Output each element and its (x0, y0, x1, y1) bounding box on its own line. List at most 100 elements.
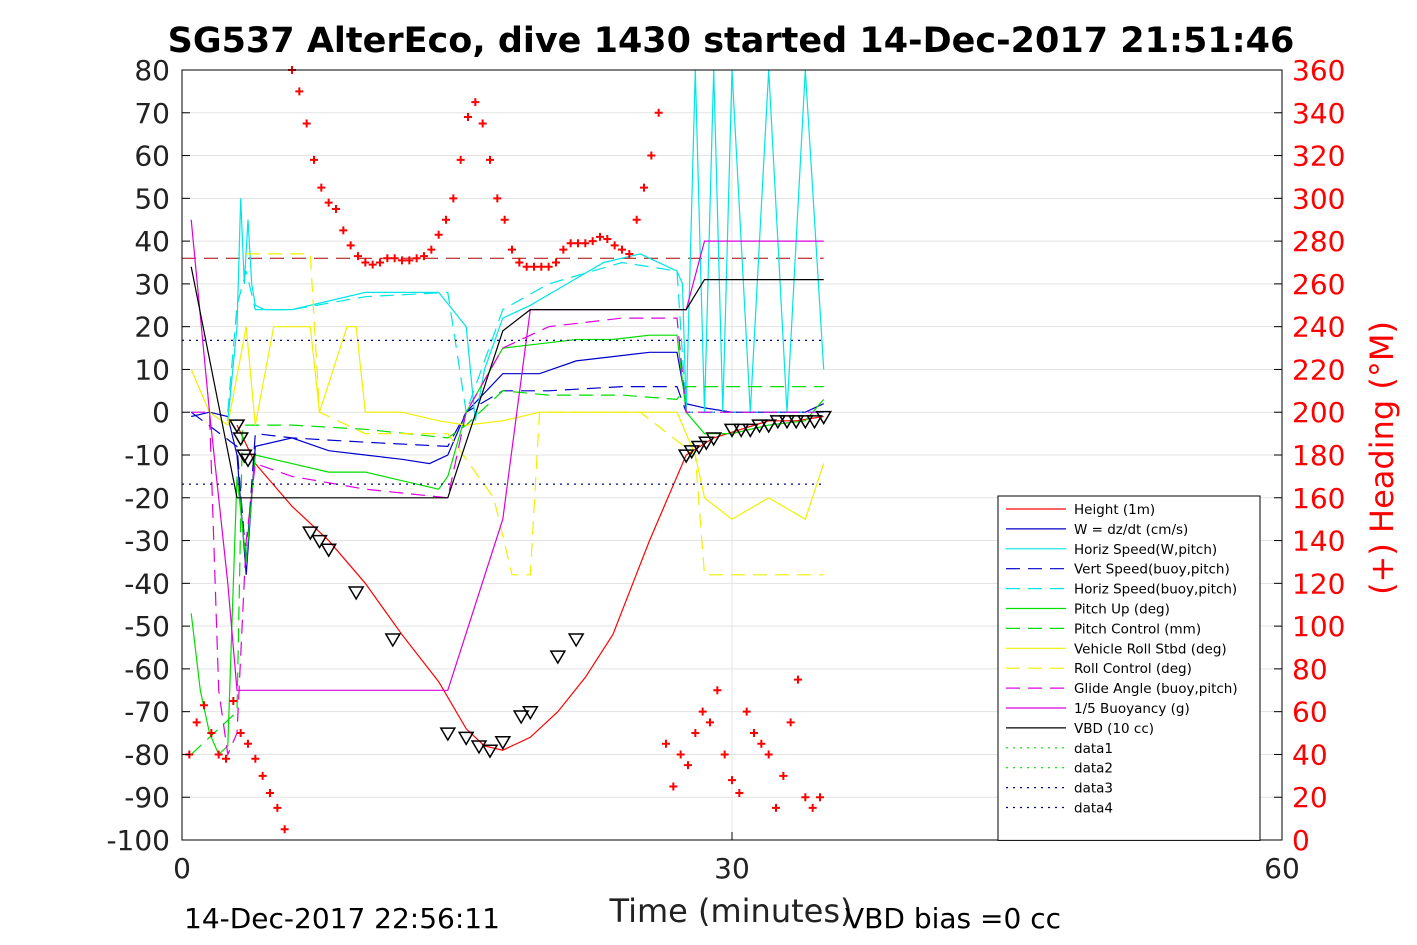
y2-tick-label: 180 (1292, 439, 1345, 472)
heading-point (764, 750, 773, 759)
depth-marker (232, 432, 249, 447)
heading-point (544, 262, 553, 271)
heading-point (676, 750, 685, 759)
heading-point (192, 718, 201, 727)
depth-marker (698, 436, 715, 451)
y-tick-label: -90 (124, 781, 170, 814)
heading-point (361, 258, 370, 267)
heading-point (816, 793, 824, 802)
data-layer (182, 66, 832, 834)
heading-point (464, 113, 472, 122)
heading-point (786, 718, 795, 727)
heading-point (596, 232, 604, 241)
depth-marker (311, 534, 328, 550)
legend-label: Height (1m) (1074, 502, 1155, 518)
y2-tick-label: 220 (1292, 353, 1345, 386)
heading-point (390, 254, 399, 263)
series-line-0 (236, 415, 824, 751)
series-line-7 (190, 326, 825, 521)
depth-marker (690, 440, 708, 455)
heading-point (354, 252, 362, 261)
footer-timestamp: 14-Dec-2017 22:56:11 (184, 902, 500, 935)
heading-point (632, 215, 641, 224)
depth-marker (384, 633, 402, 648)
heading-point (280, 825, 289, 834)
heading-point (537, 262, 546, 271)
heading-point (625, 249, 634, 258)
depth-marker (512, 710, 530, 725)
heading-point (794, 675, 802, 684)
heading-point (412, 254, 421, 263)
heading-point (427, 245, 436, 254)
y2-tick-label: 40 (1292, 738, 1328, 771)
legend-label: Vert Speed(buoy,pitch) (1074, 562, 1230, 578)
legend-label: Glide Angle (buoy,pitch) (1074, 681, 1238, 697)
legend-label: Vehicle Roll Stbd (deg) (1074, 641, 1227, 657)
heading-point (346, 241, 355, 250)
depth-marker (677, 449, 695, 464)
heading-point (640, 183, 648, 192)
legend-label: data3 (1074, 781, 1113, 797)
depth-marker (302, 526, 319, 541)
depth-marker (567, 633, 585, 648)
depth-marker (751, 419, 768, 434)
heading-point (251, 754, 260, 763)
heading-point (728, 776, 736, 785)
heading-point (236, 729, 245, 738)
y2-tick-label: 160 (1292, 482, 1345, 515)
y-tick-label: -50 (124, 610, 170, 643)
heading-point (449, 194, 458, 203)
heading-point (332, 205, 340, 214)
heading-point (706, 718, 714, 727)
y2-tick-label: 80 (1292, 653, 1328, 686)
heading-point (368, 260, 377, 269)
heading-point (244, 739, 252, 748)
depth-marker (815, 410, 832, 425)
x-tick-label: 30 (714, 852, 750, 885)
depth-marker (787, 415, 805, 430)
heading-point (214, 750, 223, 759)
series-line-10 (190, 219, 824, 691)
x-axis-label: Time (minutes) (609, 892, 853, 930)
heading-point (295, 87, 304, 96)
heading-point (434, 230, 443, 239)
legend-label: 1/5 Buoyancy (g) (1074, 701, 1190, 717)
y2-tick-label: 340 (1292, 97, 1345, 130)
y2-tick-label: 0 (1292, 824, 1310, 857)
depth-marker (236, 449, 253, 464)
heading-point (207, 729, 216, 738)
heading-point (383, 254, 392, 263)
legend-label: Pitch Control (mm) (1074, 621, 1201, 637)
heading-point (420, 252, 428, 261)
depth-marker (347, 586, 365, 601)
heading-point (566, 239, 575, 248)
y-tick-label: -60 (124, 653, 170, 686)
heading-point (662, 739, 670, 748)
y-tick-label: 40 (134, 225, 170, 258)
heading-point (574, 239, 582, 248)
depth-marker (239, 453, 257, 468)
heading-point (339, 226, 348, 235)
y2-tick-label: 300 (1292, 182, 1345, 215)
depth-marker (806, 415, 823, 430)
heading-point (302, 119, 311, 128)
legend-label: Horiz Speed(buoy,pitch) (1074, 582, 1237, 598)
depth-marker (778, 415, 796, 430)
heading-point (750, 729, 758, 738)
depth-marker (320, 543, 337, 558)
heading-point (522, 262, 531, 271)
heading-point (581, 239, 590, 248)
legend-label: VBD (10 cc) (1074, 721, 1154, 737)
series-line-8 (246, 253, 824, 576)
depth-marker (705, 432, 722, 447)
x-tick-label: 60 (1264, 852, 1300, 885)
heading-point (603, 234, 612, 243)
heading-point (684, 761, 692, 770)
heading-point (618, 245, 626, 254)
legend-label: data1 (1074, 741, 1113, 757)
y2-axis-label: (+) Heading (°M) (1363, 321, 1401, 595)
heading-point (742, 707, 751, 716)
heading-point (508, 245, 516, 254)
heading-point (200, 701, 208, 710)
y2-tick-label: 280 (1292, 225, 1345, 258)
